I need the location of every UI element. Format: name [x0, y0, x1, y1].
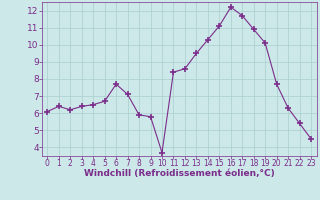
X-axis label: Windchill (Refroidissement éolien,°C): Windchill (Refroidissement éolien,°C): [84, 169, 275, 178]
